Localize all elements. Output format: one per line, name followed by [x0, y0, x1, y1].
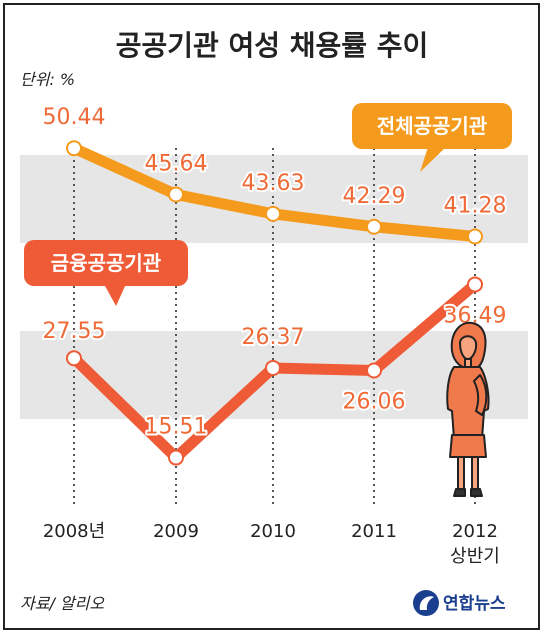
x-tick-sublabel-4: 상반기 — [450, 546, 500, 567]
data-point-0-3 — [366, 218, 382, 235]
legend-total: 전체공공기관 — [352, 103, 512, 172]
series-layer — [66, 140, 483, 466]
data-label-1-3: 26.06 — [343, 390, 406, 415]
x-tick-label-2: 2010 — [250, 521, 296, 542]
legend-total-label: 전체공공기관 — [377, 114, 488, 138]
legend-finance-label: 금융공공기관 — [51, 251, 162, 275]
legend-total-box — [352, 103, 512, 149]
data-point-1-2 — [265, 359, 281, 376]
data-label-1-1: 15.51 — [145, 415, 208, 440]
legend-finance: 금융공공기관 — [24, 240, 188, 306]
data-point-0-0 — [66, 140, 82, 157]
yonhap-logo-mark — [419, 596, 434, 610]
woman-figure-icon — [446, 321, 490, 497]
data-point-1-3 — [366, 362, 382, 379]
data-point-1-1 — [168, 449, 184, 466]
data-point-0-4 — [467, 228, 483, 245]
data-point-1-4 — [467, 276, 483, 293]
brand-label: 연합뉴스 — [443, 593, 506, 614]
x-axis: 2008년 2009 2010 2011 2012 상반기 — [43, 521, 500, 567]
yonhap-logo: 연합뉴스 — [413, 590, 506, 616]
data-label-0-2: 43.63 — [242, 171, 305, 196]
data-point-1-0 — [66, 350, 82, 367]
data-label-0-0: 50.44 — [43, 105, 106, 130]
chart-title: 공공기관 여성 채용률 추이 — [116, 29, 429, 62]
x-tick-label-0: 2008년 — [43, 521, 105, 542]
legend-finance-box — [24, 240, 188, 286]
data-point-0-2 — [265, 205, 281, 222]
legend-total-pointer — [420, 147, 446, 172]
legend-finance-pointer — [104, 284, 126, 306]
data-point-0-1 — [168, 186, 184, 203]
data-label-0-4: 41.28 — [444, 193, 507, 218]
unit-label: 단위: % — [20, 70, 75, 89]
data-label-1-2: 26.37 — [242, 325, 305, 350]
x-tick-label-3: 2011 — [351, 521, 397, 542]
x-tick-label-1: 2009 — [153, 521, 199, 542]
data-label-0-3: 42.29 — [343, 184, 406, 209]
source-label: 자료/ 알리오 — [20, 594, 105, 613]
data-label-0-1: 45.64 — [145, 151, 208, 176]
data-label-1-0: 27.55 — [43, 319, 106, 344]
x-tick-label-4: 2012 — [452, 521, 498, 542]
